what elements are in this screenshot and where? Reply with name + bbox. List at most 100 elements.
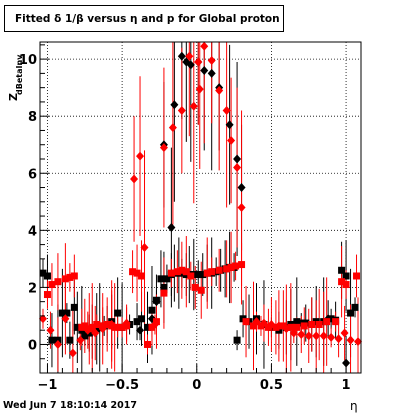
data-point-square bbox=[323, 318, 331, 326]
y-axis-title: Z bbox=[7, 93, 20, 101]
data-point-square bbox=[93, 320, 101, 328]
data-point-square bbox=[81, 322, 89, 330]
data-point-square bbox=[143, 323, 151, 331]
data-point-diamond bbox=[334, 334, 343, 344]
data-point-diamond bbox=[297, 329, 306, 339]
data-point-diamond bbox=[327, 332, 336, 342]
data-point-square bbox=[342, 272, 350, 280]
data-point-diamond bbox=[136, 325, 145, 335]
data-point-square bbox=[143, 340, 151, 348]
data-point-square bbox=[203, 269, 211, 277]
data-point-diamond bbox=[107, 319, 116, 329]
data-point-square bbox=[54, 278, 62, 286]
y-tick-label: 2 bbox=[28, 281, 37, 296]
data-point-square bbox=[308, 320, 316, 328]
data-point-diamond bbox=[200, 41, 209, 51]
data-point-square bbox=[227, 263, 235, 271]
data-point-square bbox=[43, 272, 51, 280]
data-point-diamond bbox=[319, 331, 328, 341]
y-axis-label: Z dBetaInv bbox=[7, 54, 24, 101]
y-tick-label: 4 bbox=[28, 224, 37, 239]
data-point-square bbox=[58, 309, 66, 317]
data-point-diamond bbox=[168, 123, 177, 133]
data-point-square bbox=[208, 268, 216, 276]
data-point-square bbox=[81, 332, 89, 340]
data-point-diamond bbox=[136, 151, 145, 161]
data-point-diamond bbox=[267, 319, 276, 329]
data-point-diamond bbox=[91, 328, 100, 338]
data-point-diamond bbox=[237, 203, 246, 212]
y-axis-subscript: dBetaInv bbox=[15, 54, 24, 95]
data-point-diamond bbox=[282, 324, 291, 334]
data-point-diamond bbox=[237, 183, 246, 193]
x-tick-label: −1 bbox=[37, 378, 57, 393]
data-point-diamond bbox=[130, 174, 139, 184]
data-point-diamond bbox=[207, 56, 216, 66]
data-point-square bbox=[338, 266, 346, 274]
data-point-square bbox=[48, 281, 56, 289]
data-point-square bbox=[223, 265, 231, 273]
data-point-square bbox=[138, 272, 146, 280]
data-point-square bbox=[187, 272, 195, 280]
data-point-square bbox=[232, 262, 240, 270]
grid-lines bbox=[40, 42, 361, 373]
data-point-square bbox=[160, 283, 168, 291]
data-point-diamond bbox=[113, 322, 122, 332]
data-point-diamond bbox=[150, 319, 159, 329]
data-point-square bbox=[293, 323, 301, 331]
data-point-diamond bbox=[195, 84, 204, 94]
data-point-diamond bbox=[159, 143, 168, 153]
x-tick-label: 0 bbox=[192, 378, 201, 393]
data-point-diamond bbox=[38, 314, 47, 324]
data-point-square bbox=[157, 275, 165, 283]
data-point-diamond bbox=[342, 358, 351, 368]
data-point-square bbox=[332, 318, 340, 326]
data-point-diamond bbox=[53, 339, 62, 349]
data-point-square bbox=[250, 322, 258, 330]
data-point-diamond bbox=[259, 318, 268, 328]
data-point-square bbox=[152, 318, 160, 326]
data-point-diamond bbox=[274, 321, 283, 331]
data-point-diamond bbox=[346, 335, 355, 345]
data-point-diamond bbox=[207, 68, 216, 78]
data-point-square bbox=[48, 336, 56, 344]
chart-title-box: Fitted δ 1/β versus η and p for Global p… bbox=[4, 5, 284, 32]
data-point-square bbox=[194, 271, 202, 279]
x-tick-label: 0.5 bbox=[260, 378, 283, 393]
data-point-diamond bbox=[222, 105, 231, 115]
data-point-diamond bbox=[76, 335, 85, 345]
data-point-square bbox=[300, 322, 308, 330]
data-point-diamond bbox=[186, 60, 195, 70]
data-point-diamond bbox=[189, 101, 198, 111]
y-tick-label: 10 bbox=[19, 53, 37, 68]
data-point-diamond bbox=[312, 331, 321, 341]
data-point-square bbox=[182, 268, 190, 276]
data-point-square bbox=[272, 323, 280, 331]
data-point-square bbox=[66, 273, 74, 281]
data-point-square bbox=[129, 268, 137, 276]
data-point-square bbox=[73, 323, 81, 331]
y-tick-label: 8 bbox=[28, 110, 37, 125]
data-point-diamond bbox=[140, 242, 149, 252]
data-point-square bbox=[167, 269, 175, 277]
data-point-diamond bbox=[354, 337, 363, 347]
data-point-diamond bbox=[167, 222, 176, 232]
data-points bbox=[38, 41, 363, 368]
data-point-diamond bbox=[340, 328, 349, 338]
data-point-square bbox=[148, 323, 156, 331]
data-point-square bbox=[199, 271, 207, 279]
data-point-square bbox=[103, 320, 111, 328]
data-point-square bbox=[353, 272, 361, 280]
data-point-diamond bbox=[177, 51, 186, 61]
data-point-square bbox=[148, 306, 156, 314]
data-point-diamond bbox=[61, 314, 70, 324]
data-point-square bbox=[233, 336, 241, 344]
data-point-diamond bbox=[152, 297, 161, 307]
data-point-diamond bbox=[215, 86, 224, 96]
y-tick-label: 6 bbox=[28, 167, 37, 182]
data-point-square bbox=[197, 286, 205, 294]
data-point-diamond bbox=[200, 66, 209, 76]
data-point-diamond bbox=[227, 135, 236, 145]
data-point-diamond bbox=[252, 317, 261, 327]
